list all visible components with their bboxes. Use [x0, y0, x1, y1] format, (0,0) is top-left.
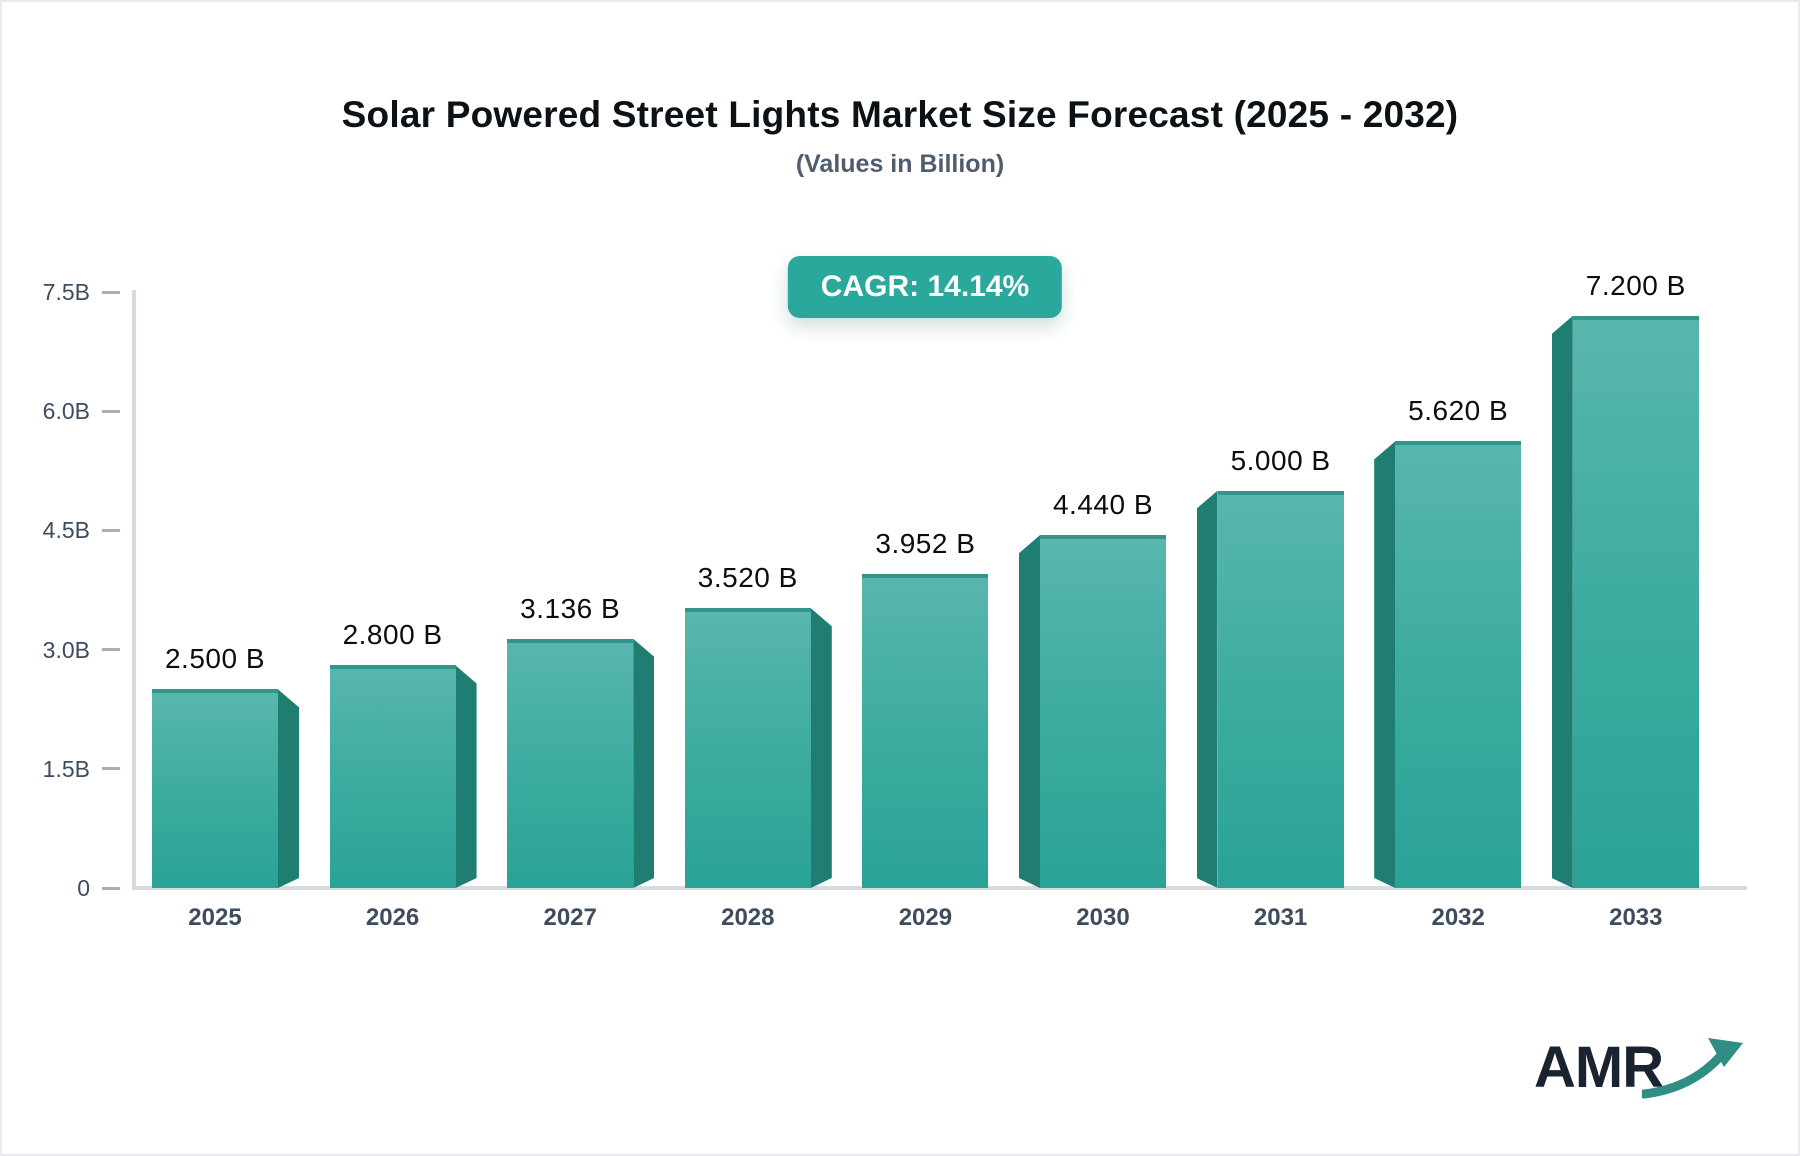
y-tick-label: 0: [77, 875, 90, 901]
x-tick-label: 2028: [721, 904, 775, 931]
bar-face: [152, 689, 278, 888]
y-tick-dash: [102, 886, 120, 890]
cagr-badge: CAGR: 14.14%: [787, 256, 1063, 318]
y-tick-dash: [102, 528, 120, 532]
x-tick-label: 2027: [543, 904, 597, 931]
x-tick-label: 2032: [1431, 904, 1485, 931]
bar-value-label: 3.520 B: [697, 562, 798, 594]
bar-3d-side: [278, 689, 299, 888]
bar-face: [1217, 490, 1344, 888]
bar-value-label: 3.136 B: [520, 592, 621, 624]
y-tick-dash: [102, 767, 120, 771]
bar-3d-side: [811, 608, 832, 888]
bar-face: [1395, 441, 1522, 888]
bar-3d-side: [1197, 491, 1218, 888]
chart-title: Solar Powered Street Lights Market Size …: [341, 94, 1459, 135]
bar-value-label: 3.952 B: [875, 527, 976, 559]
x-tick-label: 2029: [898, 904, 953, 931]
bar-face: [507, 638, 634, 888]
bar-3d-side: [1374, 441, 1395, 888]
bar-face: [862, 573, 989, 888]
y-tick-label: 4.5B: [42, 517, 90, 544]
bar-3d-side: [1552, 316, 1573, 888]
chart-subtitle: (Values in Billion): [795, 150, 1005, 178]
amr-logo: AMR: [1534, 1034, 1764, 1124]
y-tick-dash: [102, 409, 120, 413]
bar-value-label: 2.800 B: [342, 619, 443, 651]
growth-arrow-icon: [1642, 1038, 1743, 1099]
bar-value-label: 4.440 B: [1052, 489, 1154, 521]
x-tick-label: 2026: [365, 904, 420, 931]
y-tick-label: 3.0B: [42, 636, 90, 663]
x-tick-label: 2030: [1076, 904, 1130, 931]
bar-value-label: 5.000 B: [1230, 444, 1331, 476]
y-tick-label: 6.0B: [42, 398, 90, 425]
bar-face: [1040, 535, 1166, 888]
bar-3d-side: [1019, 535, 1040, 888]
x-tick-label: 2025: [188, 904, 242, 931]
y-tick-label: 7.5B: [42, 279, 90, 305]
bar-3d-side: [633, 639, 654, 888]
y-tick-dash: [102, 648, 120, 652]
y-axis-line: [132, 290, 136, 890]
bar-face: [1572, 315, 1699, 888]
y-tick-dash: [102, 290, 120, 294]
x-axis-baseline: [132, 886, 1747, 890]
bar-value-label: 2.500 B: [164, 643, 266, 675]
x-tick-label: 2033: [1609, 904, 1663, 931]
bar-3d-side: [456, 665, 477, 888]
amr-logo-text: AMR: [1534, 1035, 1664, 1100]
bar-face: [329, 665, 456, 888]
bar-value-label: 7.200 B: [1585, 269, 1686, 301]
bar-value-label: 5.620 B: [1408, 395, 1509, 427]
y-tick-label: 1.5B: [42, 755, 90, 782]
x-tick-label: 2031: [1253, 904, 1308, 931]
bar-face: [684, 608, 811, 888]
